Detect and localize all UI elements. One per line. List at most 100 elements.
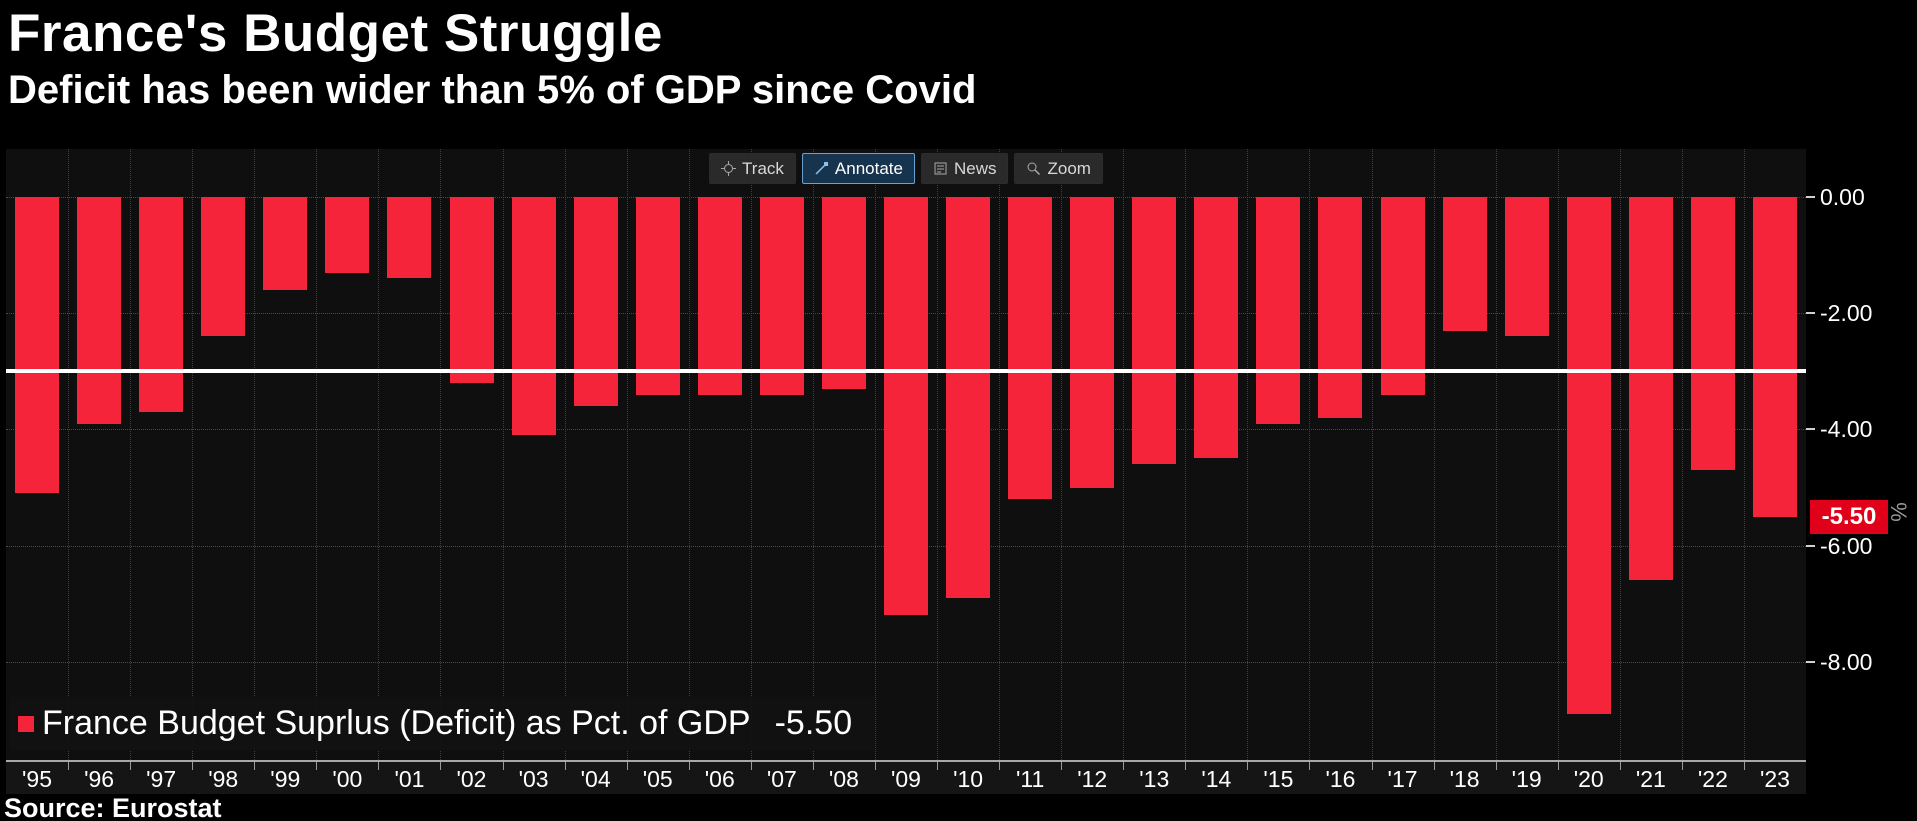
x-axis-tick <box>316 762 318 770</box>
bar-15[interactable] <box>1256 197 1301 424</box>
x-axis-label: '96 <box>84 766 115 792</box>
x-axis-label: '98 <box>208 766 239 792</box>
y-axis-tick <box>1806 312 1815 315</box>
toolbar-button-label: News <box>953 158 997 178</box>
bar-05[interactable] <box>635 197 680 395</box>
vertical-gridline <box>316 149 318 760</box>
bar-06[interactable] <box>697 197 742 395</box>
x-axis-label: '97 <box>146 766 177 792</box>
bar-23[interactable] <box>1752 197 1797 517</box>
bar-95[interactable] <box>15 197 60 494</box>
bar-18[interactable] <box>1442 197 1487 331</box>
bar-21[interactable] <box>1628 197 1673 581</box>
x-axis-label: '11 <box>1015 766 1045 792</box>
legend-value: -5.50 <box>774 704 853 742</box>
bar-10[interactable] <box>946 197 991 598</box>
chart-region: Track Annotate News Zoom France Budget Supr… <box>0 149 1917 794</box>
threshold-line-3pct <box>6 369 1806 374</box>
bar-00[interactable] <box>325 197 370 273</box>
vertical-gridline <box>1557 149 1559 760</box>
x-axis-label: '23 <box>1759 766 1790 792</box>
bar-96[interactable] <box>77 197 122 424</box>
horizontal-gridline <box>6 661 1806 663</box>
bar-13[interactable] <box>1132 197 1177 465</box>
source-note: Source: Eurostat <box>4 793 222 821</box>
y-axis-unit-label: % <box>1885 502 1911 522</box>
bar-97[interactable] <box>139 197 184 412</box>
bar-08[interactable] <box>821 197 866 389</box>
x-axis-label: '22 <box>1697 766 1728 792</box>
vertical-gridline <box>1061 149 1063 760</box>
x-axis-label: '03 <box>518 766 549 792</box>
bar-20[interactable] <box>1566 197 1611 715</box>
chart-toolbar: Track Annotate News Zoom <box>709 153 1103 184</box>
x-axis-label: '00 <box>332 766 363 792</box>
x-axis-tick <box>378 762 380 770</box>
bar-07[interactable] <box>759 197 804 395</box>
x-axis-tick <box>874 762 876 770</box>
bar-16[interactable] <box>1318 197 1363 418</box>
vertical-gridline <box>1123 149 1125 760</box>
x-axis-label: '18 <box>1449 766 1480 792</box>
bar-17[interactable] <box>1380 197 1425 395</box>
bar-12[interactable] <box>1070 197 1115 488</box>
bar-19[interactable] <box>1504 197 1549 337</box>
toolbar-button-label: Annotate <box>834 158 903 178</box>
track-button[interactable]: Track <box>709 153 796 184</box>
bar-01[interactable] <box>387 197 432 279</box>
x-axis-tick <box>1371 762 1373 770</box>
vertical-gridline <box>1185 149 1187 760</box>
x-axis-label: '01 <box>394 766 425 792</box>
bar-14[interactable] <box>1194 197 1239 459</box>
vertical-gridline <box>750 149 752 760</box>
x-axis-label: '13 <box>1139 766 1170 792</box>
legend: France Budget Suprlus (Deficit) as Pct. … <box>10 697 875 750</box>
x-axis-label: '08 <box>828 766 859 792</box>
y-axis-label: -2.00 <box>1820 300 1873 327</box>
x-axis-tick <box>1309 762 1311 770</box>
x-axis-tick <box>812 762 814 770</box>
x-axis-label: '09 <box>890 766 921 792</box>
x-axis-label: '05 <box>642 766 673 792</box>
vertical-gridline <box>1495 149 1497 760</box>
bar-11[interactable] <box>1008 197 1053 500</box>
y-axis-label: -8.00 <box>1820 648 1873 675</box>
zoom-button[interactable]: Zoom <box>1014 153 1103 184</box>
vertical-gridline <box>999 149 1001 760</box>
x-axis-tick <box>999 762 1001 770</box>
x-axis-tick <box>937 762 939 770</box>
x-axis-label: '10 <box>953 766 984 792</box>
bar-02[interactable] <box>449 197 494 383</box>
bar-03[interactable] <box>511 197 556 436</box>
plot-area[interactable]: Track Annotate News Zoom France Budget Supr… <box>6 149 1806 760</box>
vertical-gridline <box>812 149 814 760</box>
y-axis-label: 0.00 <box>1820 184 1865 210</box>
x-axis-tick <box>1061 762 1063 770</box>
legend-swatch <box>18 715 34 732</box>
vertical-gridline <box>1619 149 1621 760</box>
y-axis-label: -6.00 <box>1820 532 1873 559</box>
vertical-gridline <box>68 149 70 760</box>
x-axis-tick <box>1433 762 1435 770</box>
y-axis-tick <box>1806 660 1815 663</box>
news-button[interactable]: News <box>920 153 1009 184</box>
x-axis-tick <box>502 762 504 770</box>
x-axis-label: '99 <box>270 766 301 792</box>
bar-22[interactable] <box>1690 197 1735 471</box>
vertical-gridline <box>626 149 628 760</box>
vertical-gridline <box>1309 149 1311 760</box>
x-axis-label: '12 <box>1077 766 1108 792</box>
x-axis-tick <box>1681 762 1683 770</box>
x-axis-label: '06 <box>704 766 735 792</box>
bar-99[interactable] <box>263 197 308 290</box>
annotate-button[interactable]: Annotate <box>801 153 915 184</box>
bar-09[interactable] <box>884 197 928 616</box>
x-axis-label: '20 <box>1573 766 1604 792</box>
bar-98[interactable] <box>201 197 246 337</box>
y-axis-tick <box>1806 544 1815 547</box>
bar-04[interactable] <box>573 197 618 407</box>
x-axis-label: '07 <box>766 766 797 792</box>
x-axis-tick <box>1557 762 1559 770</box>
x-axis: '95 '96 '97 '98 '99 '00 '01 '02 '03 '04 '05 '06 '07 '… <box>6 760 1806 794</box>
